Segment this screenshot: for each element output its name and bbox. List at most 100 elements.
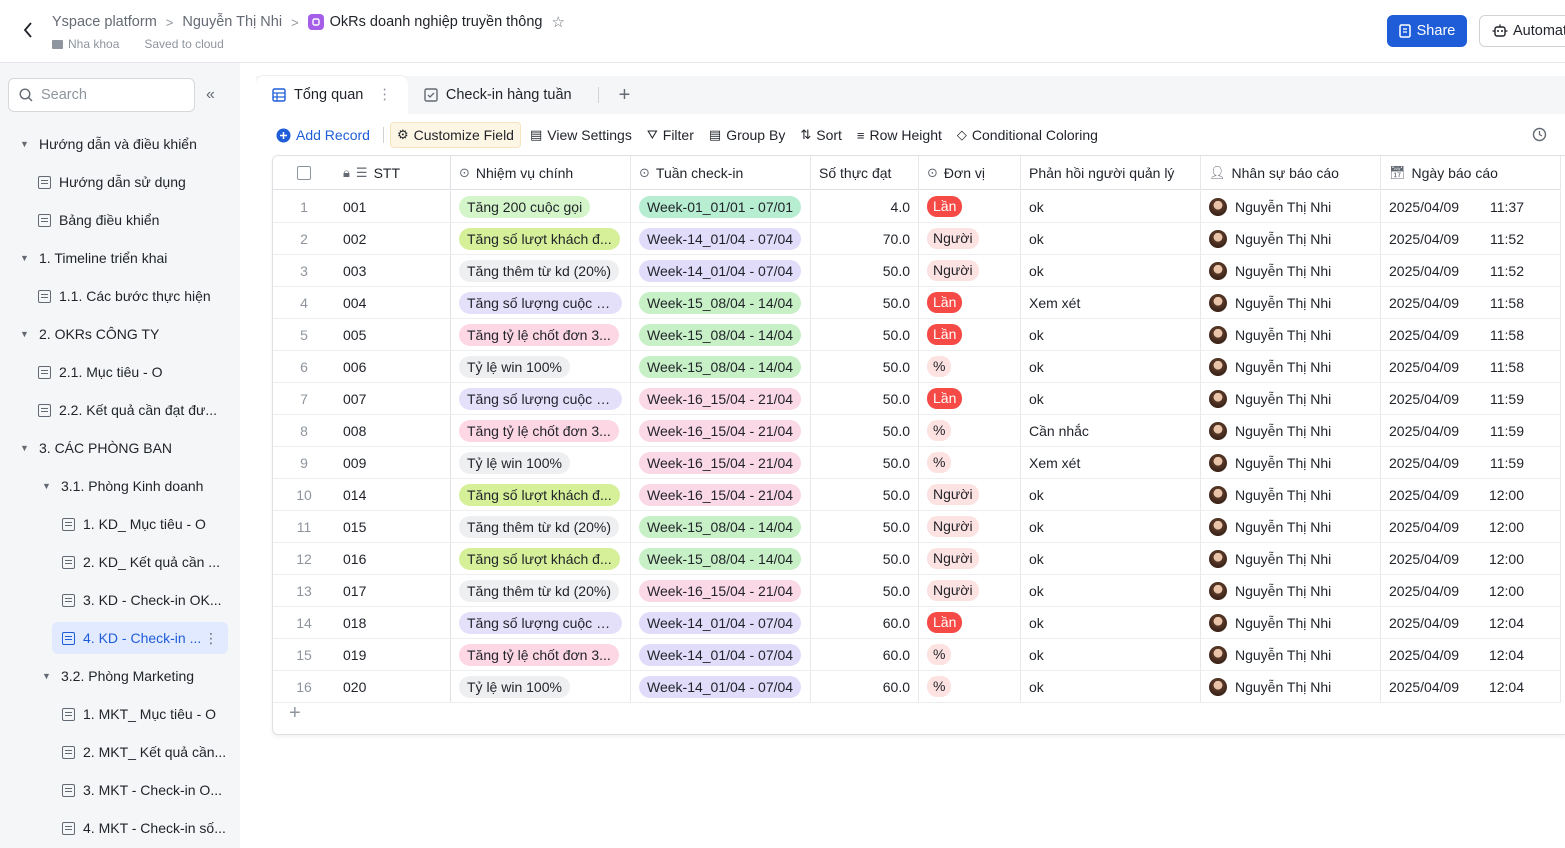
table-row[interactable]: 5 005 Tăng tỷ lệ chốt đơn 3... Week-15_08/0… [273, 319, 1561, 351]
tab-check-in[interactable]: Check-in hàng tuần [408, 76, 588, 114]
table-row[interactable]: 3 003 Tăng thêm từ kd (20%) Week-14_01/04 -… [273, 255, 1561, 287]
cell-feedback[interactable]: ok [1021, 575, 1201, 606]
cell-date[interactable]: 2025/04/09 11:58 [1381, 351, 1561, 382]
cell-unit[interactable]: % [919, 671, 1021, 702]
cell-date[interactable]: 2025/04/09 11:59 [1381, 447, 1561, 478]
cell-date[interactable]: 2025/04/09 11:58 [1381, 287, 1561, 318]
add-record-button[interactable]: Add Record [270, 122, 376, 148]
cell-week[interactable]: Week-14_01/04 - 07/04 [631, 223, 811, 254]
add-view-icon[interactable]: + [609, 84, 641, 107]
cell-stt[interactable]: 007 [335, 383, 451, 414]
cell-stt[interactable]: 001 [335, 191, 451, 222]
cell-value[interactable]: 50.0 [811, 415, 919, 446]
cell-reporter[interactable]: Nguyễn Thị Nhi [1201, 223, 1381, 254]
caret-down-icon[interactable]: ▼ [42, 481, 52, 491]
cell-task[interactable]: Tăng số lượt khách đ... [451, 479, 631, 510]
row-number[interactable]: 7 [273, 383, 335, 414]
cell-value[interactable]: 50.0 [811, 543, 919, 574]
cell-feedback[interactable]: ok [1021, 319, 1201, 350]
tab-tong-quan[interactable]: Tổng quan ⋮ [256, 76, 408, 114]
cell-stt[interactable]: 019 [335, 639, 451, 670]
cell-reporter[interactable]: Nguyễn Thị Nhi [1201, 479, 1381, 510]
cell-week[interactable]: Week-15_08/04 - 14/04 [631, 543, 811, 574]
cell-task[interactable]: Tăng thêm từ kd (20%) [451, 511, 631, 542]
sidebar-item[interactable]: 4. MKT - Check-in số... [62, 812, 230, 844]
cell-stt[interactable]: 016 [335, 543, 451, 574]
star-icon[interactable]: ☆ [551, 13, 564, 31]
cell-reporter[interactable]: Nguyễn Thị Nhi [1201, 671, 1381, 702]
sidebar-item[interactable]: ▼ 1. Timeline triển khai [20, 242, 230, 274]
cell-reporter[interactable]: Nguyễn Thị Nhi [1201, 575, 1381, 606]
cell-week[interactable]: Week-16_15/04 - 21/04 [631, 447, 811, 478]
cell-week[interactable]: Week-16_15/04 - 21/04 [631, 479, 811, 510]
cell-unit[interactable]: Lần [919, 319, 1021, 350]
cell-feedback[interactable]: ok [1021, 255, 1201, 286]
select-all-checkbox[interactable] [273, 156, 335, 189]
column-header-value[interactable]: Số thực đạt [811, 156, 919, 189]
cell-feedback[interactable]: ok [1021, 671, 1201, 702]
cell-date[interactable]: 2025/04/09 11:37 [1381, 191, 1561, 222]
column-header-unit[interactable]: ⊙ Đơn vị [919, 156, 1021, 189]
sort-button[interactable]: ⇅ Sort [794, 122, 848, 148]
column-header-task[interactable]: ⊙ Nhiệm vụ chính [451, 156, 631, 189]
row-number[interactable]: 3 [273, 255, 335, 286]
table-row[interactable]: 4 004 Tăng số lượng cuộc g... Week-15_08/04… [273, 287, 1561, 319]
more-icon[interactable]: ⋮ [204, 630, 218, 647]
automate-button[interactable]: Automat [1479, 15, 1565, 47]
cell-stt[interactable]: 004 [335, 287, 451, 318]
table-row[interactable]: 15 019 Tăng tỷ lệ chốt đơn 3... Week-14_01/… [273, 639, 1561, 671]
view-settings-button[interactable]: ▤ View Settings [524, 122, 638, 148]
cell-value[interactable]: 4.0 [811, 191, 919, 222]
sidebar-item[interactable]: 2. MKT_ Kết quả cần... [62, 736, 230, 768]
row-number[interactable]: 9 [273, 447, 335, 478]
cell-date[interactable]: 2025/04/09 11:52 [1381, 255, 1561, 286]
cell-date[interactable]: 2025/04/09 11:59 [1381, 415, 1561, 446]
cell-value[interactable]: 50.0 [811, 479, 919, 510]
cell-task[interactable]: Tỷ lệ win 100% [451, 671, 631, 702]
caret-down-icon[interactable]: ▼ [20, 253, 30, 263]
cell-value[interactable]: 50.0 [811, 287, 919, 318]
more-icon[interactable]: ⋮ [377, 87, 392, 103]
cell-value[interactable]: 50.0 [811, 447, 919, 478]
cell-task[interactable]: Tỷ lệ win 100% [451, 351, 631, 382]
add-row-icon[interactable]: + [289, 702, 301, 725]
cell-week[interactable]: Week-16_15/04 - 21/04 [631, 415, 811, 446]
cell-task[interactable]: Tăng số lượt khách đ... [451, 543, 631, 574]
row-number[interactable]: 1 [273, 191, 335, 222]
cell-date[interactable]: 2025/04/09 12:04 [1381, 671, 1561, 702]
row-number[interactable]: 4 [273, 287, 335, 318]
cell-reporter[interactable]: Nguyễn Thị Nhi [1201, 351, 1381, 382]
sidebar-item[interactable]: ▼ Hướng dẫn và điều khiển [20, 128, 230, 160]
sidebar-item[interactable]: 1. MKT_ Mục tiêu - O [62, 698, 230, 730]
cell-task[interactable]: Tăng số lượng cuộc g... [451, 287, 631, 318]
cell-feedback[interactable]: ok [1021, 543, 1201, 574]
cell-unit[interactable]: Lần [919, 383, 1021, 414]
sidebar-item[interactable]: 3. MKT - Check-in O... [62, 774, 230, 806]
cell-stt[interactable]: 015 [335, 511, 451, 542]
sidebar-item[interactable]: 1.1. Các bước thực hiện [38, 280, 228, 312]
cell-stt[interactable]: 005 [335, 319, 451, 350]
cell-value[interactable]: 50.0 [811, 511, 919, 542]
cell-week[interactable]: Week-14_01/04 - 07/04 [631, 671, 811, 702]
cell-reporter[interactable]: Nguyễn Thị Nhi [1201, 383, 1381, 414]
table-row[interactable]: 16 020 Tỷ lệ win 100% Week-14_01/04 - 07/04… [273, 671, 1561, 703]
cell-week[interactable]: Week-16_15/04 - 21/04 [631, 383, 811, 414]
cell-feedback[interactable]: ok [1021, 383, 1201, 414]
table-row[interactable]: 11 015 Tăng thêm từ kd (20%) Week-15_08/04 … [273, 511, 1561, 543]
cell-week[interactable]: Week-15_08/04 - 14/04 [631, 351, 811, 382]
sidebar-item[interactable]: 2.1. Mục tiêu - O [38, 356, 228, 388]
cell-reporter[interactable]: Nguyễn Thị Nhi [1201, 639, 1381, 670]
cell-task[interactable]: Tăng số lượng cuộc g... [451, 383, 631, 414]
page-title[interactable]: OkRs doanh nghiệp truyền thông [330, 14, 543, 30]
cell-date[interactable]: 2025/04/09 11:52 [1381, 223, 1561, 254]
cell-week[interactable]: Week-14_01/04 - 07/04 [631, 639, 811, 670]
column-header-reporter[interactable]: 👤︎ Nhân sự báo cáo [1201, 156, 1381, 189]
breadcrumb-workspace[interactable]: Yspace platform [52, 14, 157, 30]
table-row[interactable]: 9 009 Tỷ lệ win 100% Week-16_15/04 - 21/04 5… [273, 447, 1561, 479]
cell-stt[interactable]: 008 [335, 415, 451, 446]
cell-date[interactable]: 2025/04/09 12:04 [1381, 639, 1561, 670]
collapse-sidebar-icon[interactable]: « [206, 86, 215, 104]
caret-down-icon[interactable]: ▼ [42, 671, 52, 681]
cell-task[interactable]: Tỷ lệ win 100% [451, 447, 631, 478]
sidebar-item[interactable]: ▼ 3. CÁC PHÒNG BAN [20, 432, 230, 464]
